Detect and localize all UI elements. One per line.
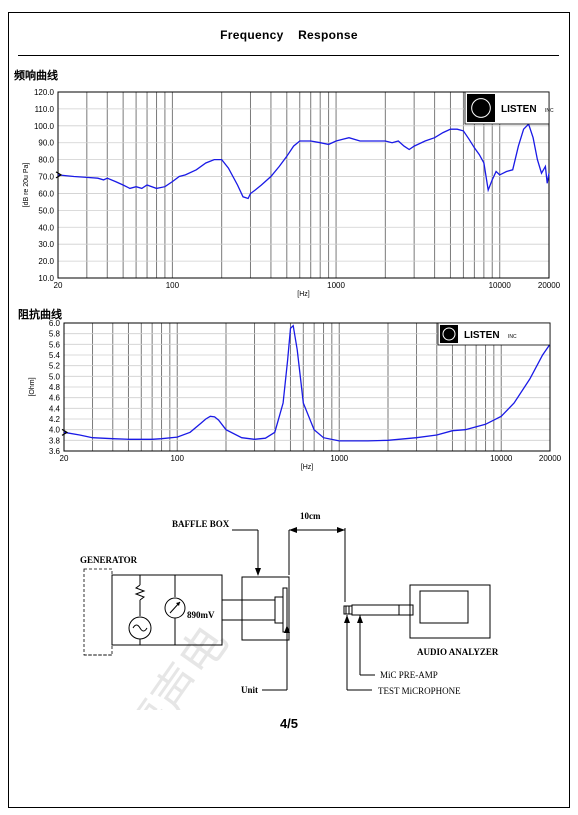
y-tick-label: 20.0 <box>38 257 54 266</box>
y-tick-label: 50.0 <box>38 206 54 215</box>
y-tick-label: 10.0 <box>38 274 54 283</box>
logo-text: LISTEN <box>464 330 500 341</box>
y-axis-title: [Ohm] <box>29 377 36 396</box>
x-tick-label: 10000 <box>490 454 513 463</box>
preamp-label: MiC PRE-AMP <box>380 670 438 680</box>
series-line-impedance <box>63 324 551 442</box>
y-tick-label: 4.8 <box>49 383 61 392</box>
y-tick-label: 4.4 <box>49 404 61 413</box>
speaker-unit <box>274 596 284 624</box>
x-tick-label: 10000 <box>489 281 512 290</box>
y-tick-label: 5.0 <box>49 372 61 381</box>
y-tick-label: 80.0 <box>38 156 54 165</box>
start-marker <box>61 428 69 436</box>
y-tick-label: 5.8 <box>49 330 61 339</box>
y-tick-label: 4.6 <box>49 394 61 403</box>
plot-area <box>57 91 550 279</box>
voltage-label: 890mV <box>187 610 215 620</box>
series-line-frequency-response <box>57 122 550 200</box>
generator-box <box>111 574 223 646</box>
measurement-setup-diagram: 惠州福声电 GENERATOR 890mV BAFFLE BOX Unit 10… <box>62 511 499 710</box>
y-tick-label: 60.0 <box>38 189 54 198</box>
y-tick-label: 120.0 <box>34 88 55 97</box>
plot-area <box>63 322 551 452</box>
y-tick-label: 3.8 <box>49 436 61 445</box>
y-tick-label: 30.0 <box>38 240 54 249</box>
baffle-box <box>241 576 290 641</box>
watermark-text: 惠州福声电 <box>62 616 238 710</box>
test-microphone-label: TEST MiCROPHONE <box>378 686 461 696</box>
y-tick-label: 5.4 <box>49 351 61 360</box>
impedance-label: 阻抗曲线 <box>18 308 62 321</box>
y-tick-label: 5.2 <box>49 362 61 371</box>
page-title: Frequency Response <box>220 28 358 42</box>
analyzer-screen <box>419 590 469 624</box>
x-tick-label: 100 <box>166 281 180 290</box>
logo-text: LISTEN <box>501 104 537 115</box>
x-axis-title: [Hz] <box>301 464 314 471</box>
listen-logo: LISTEN INC <box>464 91 554 125</box>
impedance-chart: 3.6 3.84.0 4.2 4.44.6 4.8 5.05.2 5.4 5.65.8 6.0 2… <box>29 319 562 471</box>
y-tick-label: 4.2 <box>49 415 61 424</box>
y-axis-title: [dB re 20u Pa] <box>23 163 30 208</box>
microphone-icon <box>343 604 414 616</box>
generator-label: GENERATOR <box>80 555 138 565</box>
y-tick-label: 4.0 <box>49 426 61 435</box>
x-tick-label: 20 <box>60 454 69 463</box>
x-tick-label: 20000 <box>539 454 562 463</box>
x-tick-label: 1000 <box>330 454 348 463</box>
logo-suffix: INC <box>508 334 517 340</box>
frequency-response-chart: 10.0 20.0 30.0 40.0 50.0 60.0 70.0 80.0 90.0 100.… <box>23 88 561 298</box>
y-tick-label: 3.6 <box>49 447 61 456</box>
y-tick-label: 100.0 <box>34 122 55 131</box>
x-tick-label: 20000 <box>538 281 561 290</box>
y-tick-label: 70.0 <box>38 173 54 182</box>
generator-dashed-box <box>83 568 113 656</box>
audio-analyzer-box <box>409 584 491 639</box>
x-tick-label: 100 <box>171 454 185 463</box>
resistor-icon <box>134 575 146 616</box>
page-number: 4/5 <box>279 716 299 731</box>
y-tick-label: 40.0 <box>38 223 54 232</box>
x-axis-title: [Hz] <box>297 291 310 298</box>
audio-analyzer-label: AUDIO ANALYZER <box>417 647 499 657</box>
start-marker <box>55 171 63 179</box>
header-divider <box>18 55 559 56</box>
page-frame <box>8 12 570 808</box>
watermark: 惠州福声电 <box>62 616 238 710</box>
y-tick-label: 90.0 <box>38 139 54 148</box>
y-tick-label: 5.6 <box>49 340 61 349</box>
x-tick-label: 20 <box>54 281 63 290</box>
y-tick-label: 110.0 <box>35 105 55 114</box>
x-tick-label: 1000 <box>327 281 345 290</box>
distance-label: 10cm <box>300 511 321 521</box>
baffle-box-label: BAFFLE BOX <box>172 519 230 529</box>
y-tick-label: 6.0 <box>49 319 61 328</box>
logo-suffix: INC <box>545 108 554 114</box>
unit-label: Unit <box>241 685 258 695</box>
frequency-response-label: 频响曲线 <box>14 69 58 82</box>
listen-logo: LISTEN INC <box>437 322 551 346</box>
